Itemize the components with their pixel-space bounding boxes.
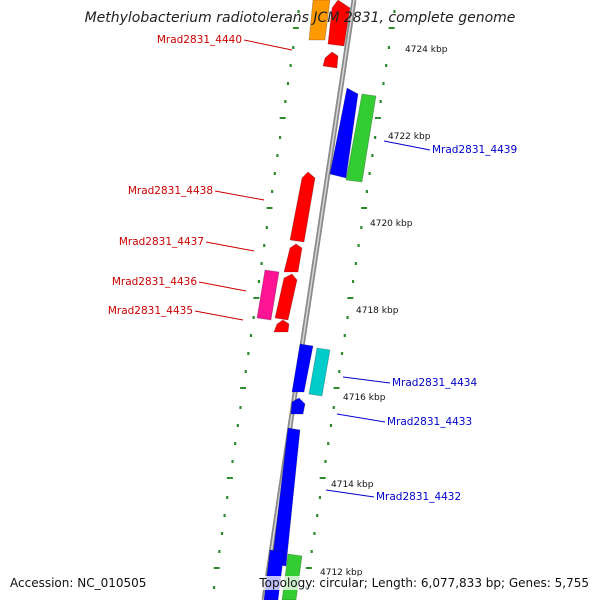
scale-label: 4718 kbp — [356, 306, 399, 316]
genome-backbone-highlight — [263, 0, 355, 600]
gene-label-leader — [194, 310, 244, 321]
gene-arrow — [327, 0, 351, 47]
gene-arrow — [308, 0, 331, 41]
gene-label: Mrad2831_4438 — [128, 185, 213, 197]
gene-arrow — [256, 269, 280, 321]
gene-arrow — [273, 319, 290, 333]
gene-arrow — [329, 87, 359, 179]
tick-ring-right — [305, 10, 396, 589]
scale-label: 4722 kbp — [388, 132, 431, 142]
gene-arrow — [290, 397, 306, 415]
gene-arrow — [291, 343, 314, 393]
gene-labels: Mrad2831_4440 Mrad2831_4439 Mrad2831_4438 M… — [108, 34, 517, 503]
gene-label-leader — [383, 140, 431, 151]
gene-label: Mrad2831_4437 — [119, 236, 204, 248]
gene-label: Mrad2831_4440 — [157, 34, 242, 46]
scale-label: 4712 kbp — [320, 568, 363, 578]
scale-label: 4724 kbp — [405, 45, 448, 55]
gene-label: Mrad2831_4436 — [112, 276, 197, 288]
scale-label: 4720 kbp — [370, 219, 413, 229]
gene-label-leader — [243, 39, 293, 51]
gene-arrow — [263, 549, 285, 600]
scale-label: 4716 kbp — [343, 393, 386, 403]
gene-label: Mrad2831_4433 — [387, 416, 472, 428]
scale-label: 4714 kbp — [331, 480, 374, 490]
gene-label-leader — [214, 190, 265, 201]
map-title: Methylobacterium radiotolerans JCM 2831,… — [84, 10, 516, 26]
accession-text: Accession: NC_010505 — [8, 576, 149, 590]
gene-label: Mrad2831_4439 — [432, 144, 517, 156]
gene-arrow — [274, 273, 298, 321]
summary-text: Topology: circular; Length: 6,077,833 bp… — [257, 576, 591, 590]
gene-arrow — [322, 51, 339, 69]
gene-label-leader — [325, 489, 375, 498]
gene-label-leader — [336, 413, 386, 423]
gene-arrow — [283, 243, 303, 273]
gene-label: Mrad2831_4434 — [392, 377, 477, 389]
gene-arrow — [289, 171, 316, 243]
gene-label: Mrad2831_4435 — [108, 305, 193, 317]
gene-features — [256, 0, 377, 600]
scale-labels: 4724 kbp 4722 kbp 4720 kbp 4718 kbp 4716 kbp… — [320, 45, 448, 578]
gene-label-leader — [205, 241, 255, 252]
gene-label-leader — [198, 281, 247, 292]
gene-label-leader — [342, 376, 391, 384]
gene-arrow — [345, 93, 377, 183]
gene-arrow — [271, 427, 301, 567]
gene-arrow — [308, 347, 331, 397]
tick-ring-left — [212, 10, 300, 589]
gene-label: Mrad2831_4432 — [376, 491, 461, 503]
